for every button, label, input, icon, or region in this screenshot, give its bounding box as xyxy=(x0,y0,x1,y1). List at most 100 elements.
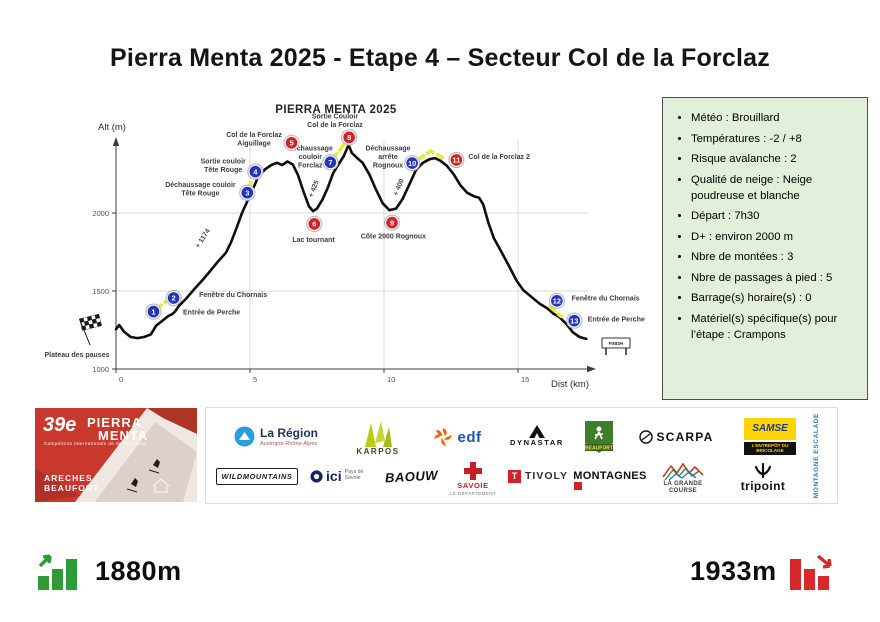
y-tick-label: 2000 xyxy=(92,209,109,218)
montagnes-name: MONTAGNES xyxy=(573,470,647,482)
dynastar-name: DYNASTAR xyxy=(510,438,564,447)
checkpoint-marker-2: 2 xyxy=(165,289,182,307)
y-tick-label: 1000 xyxy=(92,365,109,374)
chart-label: Fenêtre du Chornais xyxy=(572,295,640,302)
info-item-temperatures: Températures : -2 / +8 xyxy=(691,131,857,147)
sponsors-strip: La Région Auvergne-Rhône-Alpes KARPOS xyxy=(205,407,838,504)
la-region-sub: Auvergne-Rhône-Alpes xyxy=(259,440,318,447)
baouw-name: BAOUW xyxy=(385,467,439,485)
info-item-materiel: Matériel(s) spécifique(s) pour l’étape :… xyxy=(691,311,857,343)
x-tick-label: 10 xyxy=(387,375,395,384)
checkpoint-marker-7: 7 xyxy=(322,154,339,171)
dynastar-icon xyxy=(529,425,545,438)
info-item-denivele: D+ : environ 2000 m xyxy=(691,229,857,245)
logo-tivoly: T TIVOLY xyxy=(507,464,569,488)
x-axis-title: Dist (km) xyxy=(551,379,589,390)
wildmountains-name: WILDMOUNTAINS xyxy=(215,467,299,485)
info-item-montees: Nbre de montées : 3 xyxy=(691,249,857,265)
checkpoint-marker-8: 8 xyxy=(341,129,358,146)
chart-label: Col de la Forclaz 2 xyxy=(468,154,530,161)
svg-text:10: 10 xyxy=(408,159,416,168)
page-title: Pierra Menta 2025 - Etape 4 – Secteur Co… xyxy=(110,44,770,72)
y-axis-arrow xyxy=(112,137,120,146)
logo-montagnes: MONTAGNES xyxy=(572,464,648,490)
logo-edf: edf xyxy=(419,422,494,452)
x-tick-label: 15 xyxy=(521,375,529,384)
chart-label: Fenêtre du Chornais xyxy=(199,292,267,299)
tivoly-icon: T xyxy=(508,469,522,483)
ascent-bars-icon xyxy=(38,554,77,590)
poster-location-1: ARECHES xyxy=(44,473,93,483)
la-region-icon xyxy=(234,426,255,446)
samse-sub: L'ENTREPÔT DU BRICOLAGE xyxy=(744,441,796,455)
logo-tripoint: tripoint xyxy=(728,456,798,500)
tripoint-icon xyxy=(754,463,772,479)
svg-text:9: 9 xyxy=(390,218,394,227)
event-poster: 39e PIERRA MENTA Compétition internation… xyxy=(35,408,197,502)
poster-title-1: PIERRA xyxy=(87,415,143,430)
ici-icon xyxy=(310,469,323,483)
svg-text:7: 7 xyxy=(328,158,332,167)
svg-text:4: 4 xyxy=(253,167,258,176)
svg-text:3: 3 xyxy=(245,188,249,197)
edf-name: edf xyxy=(457,428,482,446)
svg-text:12: 12 xyxy=(553,297,561,306)
chart-label: Entrée de Perche xyxy=(588,316,645,323)
total-descent-value: 1933m xyxy=(690,555,777,586)
foot-section-4 xyxy=(416,148,445,161)
ffme-name: MONTAGNE ESCALADE xyxy=(812,413,820,499)
savoie-sub: LE DÉPARTEMENT xyxy=(449,491,497,496)
total-descent-stat: 1933m xyxy=(690,550,837,592)
checkpoint-marker-9: 9 xyxy=(383,214,401,231)
chart-label: Lac tournant xyxy=(292,237,335,244)
checkpoint-marker-11: 11 xyxy=(448,151,465,169)
chart-label: Col de la Forclaz Aiguillage xyxy=(226,132,282,148)
logo-beaufort: BEAUFORT xyxy=(580,416,618,460)
logo-ici-pays-de-savoie: ici Pays de Savoie xyxy=(310,463,376,489)
checkpoint-marker-12: 12 xyxy=(548,292,565,309)
checkpoint-marker-1: 1 xyxy=(145,303,162,320)
poster-subtitle: Compétition internationale de ski alpini… xyxy=(44,441,147,446)
chart-label: Déchaussage couloir Forclaz xyxy=(288,146,333,170)
chart-label: Déchaussage arrête Rognoux xyxy=(365,146,410,170)
chart-label: Entrée de Perche xyxy=(183,309,240,316)
edf-icon xyxy=(433,428,452,446)
poster-edition: 39e xyxy=(43,414,77,436)
info-item-meteo: Météo : Brouillard xyxy=(691,110,857,126)
foot-section-5 xyxy=(548,305,563,319)
climb-annotation: + 1174 xyxy=(194,228,211,250)
checkpoint-marker-4: 4 xyxy=(247,163,264,180)
logo-ffme-montagne-escalade: MONTAGNE ESCALADE xyxy=(802,413,830,499)
info-item-depart: Départ : 7h30 xyxy=(691,208,857,224)
finish-sign: FINISH xyxy=(601,337,631,355)
tivoly-name: TIVOLY xyxy=(525,470,568,482)
logo-la-grande-course: LA GRANDE COURSE xyxy=(654,454,712,502)
race-info-list: Météo : Brouillard Températures : -2 / +… xyxy=(671,110,857,343)
tripoint-name: tripoint xyxy=(740,479,786,493)
x-tick-label: 0 xyxy=(119,375,123,384)
svg-text:6: 6 xyxy=(312,220,316,229)
total-ascent-stat: 1880m xyxy=(35,550,182,592)
checkered-flag-icon xyxy=(78,313,102,346)
climb-annotation: + 425 xyxy=(308,179,321,198)
logo-baouw: BAOUW xyxy=(382,464,442,488)
info-item-neige: Qualité de neige : Neige poudreuse et bl… xyxy=(691,172,857,204)
info-item-avalanche: Risque avalanche : 2 xyxy=(691,151,857,167)
checkpoint-marker-13: 13 xyxy=(566,312,583,329)
svg-text:5: 5 xyxy=(289,139,293,148)
la-grande-course-icon xyxy=(662,462,704,481)
svg-text:2: 2 xyxy=(172,294,176,303)
y-tick-label: 1500 xyxy=(92,287,109,296)
logo-dynastar: DYNASTAR xyxy=(505,420,569,452)
total-ascent-value: 1880m xyxy=(95,555,182,586)
savoie-icon xyxy=(464,462,482,480)
logo-scarpa: SCARPA xyxy=(636,426,716,448)
checkpoint-marker-5: 5 xyxy=(283,134,300,151)
info-item-barrage: Barrage(s) horaire(s) : 0 xyxy=(691,290,857,306)
karpos-name: KARPOS xyxy=(356,446,400,456)
samse-name: SAMSE xyxy=(744,417,796,440)
descent-bars-icon xyxy=(789,554,832,590)
svg-text:13: 13 xyxy=(570,316,578,325)
